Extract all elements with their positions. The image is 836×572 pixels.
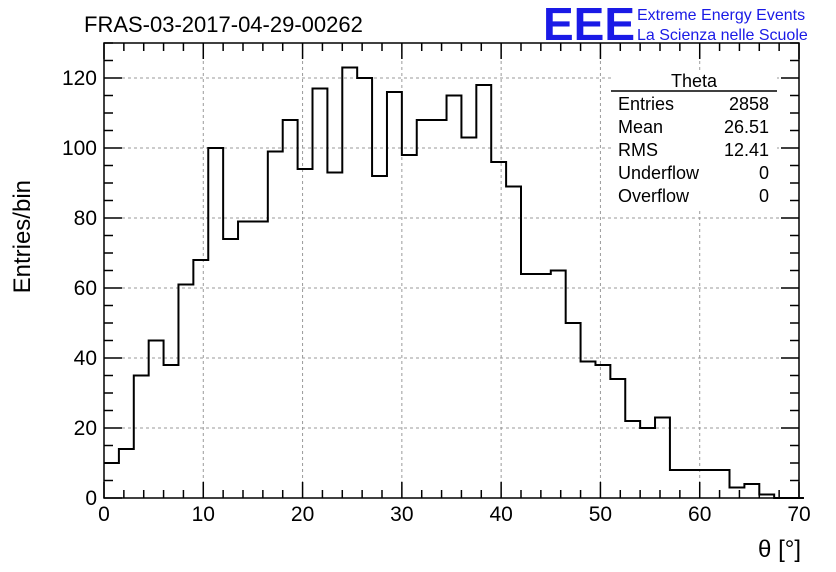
stats-box: Theta Entries 2858 Mean 26.51 RMS 12.41 Underf…	[611, 71, 777, 211]
y-tick-label: 100	[62, 137, 97, 160]
y-tick-label: 120	[62, 67, 97, 90]
y-tick-label: 80	[74, 207, 97, 230]
stats-row-label: Mean	[618, 117, 663, 137]
x-tick-label: 0	[98, 503, 110, 526]
stats-row-value: 0	[759, 163, 769, 183]
eee-logo: EEE Extreme Energy Events La Scienza nel…	[543, 0, 808, 50]
x-tick-label: 40	[489, 503, 512, 526]
x-tick-label: 20	[291, 503, 314, 526]
y-tick-label: 60	[74, 277, 97, 300]
logo-mark: EEE	[543, 0, 635, 50]
y-tick-label: 20	[74, 417, 97, 440]
y-tick-label: 0	[85, 487, 97, 510]
stats-row-value: 0	[759, 186, 769, 206]
chart-title: FRAS-03-2017-04-29-00262	[84, 12, 363, 37]
axis-ticks	[103, 42, 800, 499]
logo-line1: Extreme Energy Events	[637, 7, 805, 24]
x-tick-label: 30	[390, 503, 413, 526]
stats-row-label: Underflow	[618, 163, 700, 183]
stats-row-label: RMS	[618, 140, 658, 160]
stats-row-label: Entries	[618, 94, 674, 114]
y-tick-labels: 0 20 40 60 80 100 120	[62, 67, 97, 510]
stats-row-label: Overflow	[618, 186, 690, 206]
stats-row-value: 26.51	[724, 117, 769, 137]
x-tick-label: 60	[688, 503, 711, 526]
x-tick-label: 10	[192, 503, 215, 526]
x-tick-label: 70	[787, 503, 810, 526]
logo-line2: La Scienza nelle Scuole	[637, 27, 808, 44]
histogram-series	[104, 66, 804, 499]
stats-row-value: 2858	[729, 94, 769, 114]
y-axis-title: Entries/bin	[9, 180, 36, 293]
y-tick-label: 40	[74, 347, 97, 370]
x-tick-label: 50	[589, 503, 612, 526]
x-tick-labels: 0 10 20 30 40 50 60 70	[98, 503, 811, 526]
stats-box-name: Theta	[671, 71, 718, 91]
x-axis-title: θ [°]	[758, 536, 801, 563]
stats-row-value: 12.41	[724, 140, 769, 160]
